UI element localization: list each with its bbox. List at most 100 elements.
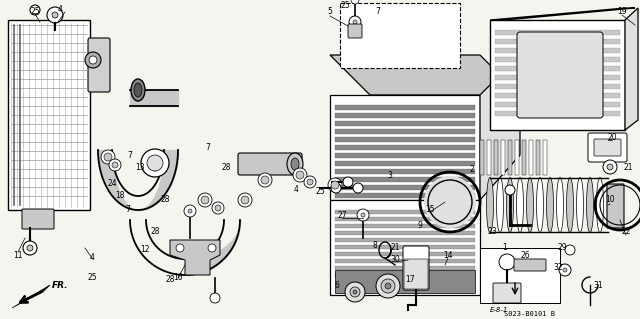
Circle shape bbox=[304, 176, 316, 188]
FancyBboxPatch shape bbox=[493, 283, 521, 303]
Ellipse shape bbox=[134, 83, 142, 97]
Circle shape bbox=[307, 179, 313, 185]
Polygon shape bbox=[330, 200, 480, 295]
FancyBboxPatch shape bbox=[8, 20, 90, 210]
Circle shape bbox=[376, 274, 400, 298]
Polygon shape bbox=[335, 169, 475, 174]
Polygon shape bbox=[495, 48, 620, 53]
Polygon shape bbox=[335, 129, 475, 134]
Circle shape bbox=[52, 12, 58, 18]
Polygon shape bbox=[480, 140, 484, 175]
Circle shape bbox=[331, 181, 339, 189]
Ellipse shape bbox=[147, 154, 163, 176]
Polygon shape bbox=[170, 240, 220, 275]
Text: 27: 27 bbox=[337, 211, 347, 219]
Circle shape bbox=[353, 20, 357, 24]
Circle shape bbox=[215, 205, 221, 211]
FancyBboxPatch shape bbox=[238, 153, 302, 175]
Text: 22: 22 bbox=[621, 227, 631, 236]
Polygon shape bbox=[335, 121, 475, 126]
Circle shape bbox=[238, 193, 252, 207]
Text: 4: 4 bbox=[294, 186, 298, 195]
Ellipse shape bbox=[527, 177, 534, 233]
FancyBboxPatch shape bbox=[404, 259, 428, 289]
Text: 10: 10 bbox=[605, 196, 615, 204]
Ellipse shape bbox=[287, 153, 303, 175]
Circle shape bbox=[499, 254, 515, 270]
Ellipse shape bbox=[577, 177, 584, 233]
Circle shape bbox=[176, 244, 184, 252]
Polygon shape bbox=[495, 57, 620, 62]
Text: 14: 14 bbox=[443, 250, 453, 259]
Circle shape bbox=[385, 283, 391, 289]
Text: 23: 23 bbox=[487, 227, 497, 236]
Polygon shape bbox=[536, 140, 540, 175]
Polygon shape bbox=[495, 84, 620, 89]
Circle shape bbox=[23, 241, 37, 255]
Text: 17: 17 bbox=[405, 276, 415, 285]
Circle shape bbox=[331, 183, 341, 193]
Text: 11: 11 bbox=[13, 250, 23, 259]
Circle shape bbox=[101, 150, 115, 164]
Text: S023-B0101 B: S023-B0101 B bbox=[504, 311, 556, 317]
Text: 8: 8 bbox=[372, 241, 378, 249]
Polygon shape bbox=[543, 140, 547, 175]
Circle shape bbox=[351, 0, 359, 4]
Circle shape bbox=[353, 183, 363, 193]
Circle shape bbox=[505, 185, 515, 195]
Circle shape bbox=[147, 155, 163, 171]
Polygon shape bbox=[335, 161, 475, 166]
Circle shape bbox=[381, 279, 395, 293]
Polygon shape bbox=[501, 140, 505, 175]
Circle shape bbox=[361, 213, 365, 217]
Polygon shape bbox=[330, 55, 520, 95]
Text: 1: 1 bbox=[502, 243, 508, 253]
Circle shape bbox=[357, 209, 369, 221]
Polygon shape bbox=[335, 105, 475, 110]
Polygon shape bbox=[12, 285, 50, 308]
Ellipse shape bbox=[497, 177, 504, 233]
Polygon shape bbox=[335, 137, 475, 142]
Ellipse shape bbox=[151, 159, 159, 171]
Text: 29: 29 bbox=[557, 243, 567, 253]
Circle shape bbox=[210, 293, 220, 303]
Ellipse shape bbox=[566, 177, 573, 233]
Polygon shape bbox=[335, 193, 475, 198]
Text: 25: 25 bbox=[30, 8, 40, 17]
FancyBboxPatch shape bbox=[588, 133, 627, 162]
Polygon shape bbox=[495, 93, 620, 98]
Circle shape bbox=[343, 177, 353, 187]
Circle shape bbox=[328, 178, 342, 192]
FancyBboxPatch shape bbox=[88, 38, 110, 92]
Polygon shape bbox=[490, 8, 635, 20]
FancyBboxPatch shape bbox=[517, 32, 603, 118]
Circle shape bbox=[563, 268, 567, 272]
Text: 24: 24 bbox=[107, 179, 117, 188]
Circle shape bbox=[345, 282, 365, 302]
Polygon shape bbox=[487, 140, 491, 175]
Polygon shape bbox=[495, 66, 620, 71]
Ellipse shape bbox=[586, 177, 593, 233]
Circle shape bbox=[559, 264, 571, 276]
Circle shape bbox=[212, 202, 224, 214]
Text: 12: 12 bbox=[140, 246, 150, 255]
Polygon shape bbox=[495, 111, 620, 116]
FancyBboxPatch shape bbox=[480, 248, 560, 303]
FancyBboxPatch shape bbox=[22, 209, 54, 229]
Circle shape bbox=[350, 287, 360, 297]
Circle shape bbox=[603, 160, 617, 174]
Polygon shape bbox=[335, 266, 475, 270]
FancyBboxPatch shape bbox=[340, 3, 460, 68]
Ellipse shape bbox=[547, 177, 554, 233]
Circle shape bbox=[27, 245, 33, 251]
Circle shape bbox=[30, 5, 40, 15]
Text: 7: 7 bbox=[376, 8, 380, 17]
Ellipse shape bbox=[291, 158, 299, 170]
Polygon shape bbox=[335, 224, 475, 228]
Polygon shape bbox=[335, 113, 475, 118]
Circle shape bbox=[89, 56, 97, 64]
Circle shape bbox=[607, 164, 613, 170]
Text: 7: 7 bbox=[205, 143, 211, 152]
Text: 25: 25 bbox=[340, 2, 350, 11]
Text: 21: 21 bbox=[623, 164, 633, 173]
